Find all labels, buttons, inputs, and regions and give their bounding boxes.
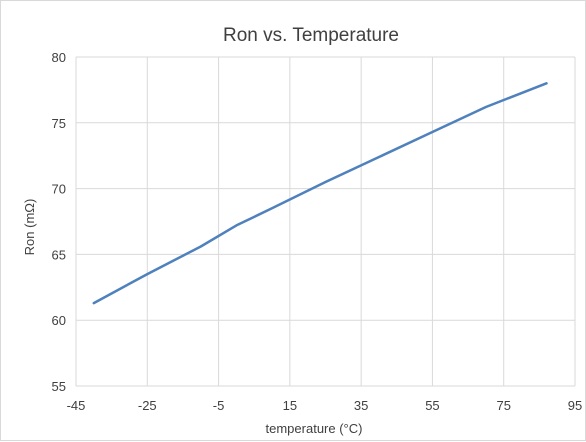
gridlines — [75, 56, 576, 387]
x-tick-label: 15 — [283, 398, 297, 413]
x-tick-label: -45 — [67, 398, 86, 413]
y-tick-label: 60 — [52, 313, 66, 328]
x-axis-title: temperature (°C) — [266, 421, 363, 436]
y-tick-label: 70 — [52, 182, 66, 197]
series-line — [92, 82, 548, 305]
y-tick-label: 65 — [52, 247, 66, 262]
series-layer — [92, 82, 548, 305]
x-tick-label: -5 — [213, 398, 225, 413]
y-axis-title: Ron (mΩ) — [22, 199, 37, 256]
y-tick-label: 75 — [52, 116, 66, 131]
x-tick-label: 55 — [425, 398, 439, 413]
y-tick-label: 55 — [52, 379, 66, 394]
x-tick-label: 35 — [354, 398, 368, 413]
x-tick-label: -25 — [138, 398, 157, 413]
x-tick-label: 95 — [568, 398, 582, 413]
chart-title: Ron vs. Temperature — [223, 25, 399, 46]
y-tick-label: 80 — [52, 50, 66, 65]
tick-labels: -45 -25 -5 15 35 55 75 95 55 60 65 70 75 80 — [52, 50, 583, 413]
x-tick-label: 75 — [496, 398, 510, 413]
